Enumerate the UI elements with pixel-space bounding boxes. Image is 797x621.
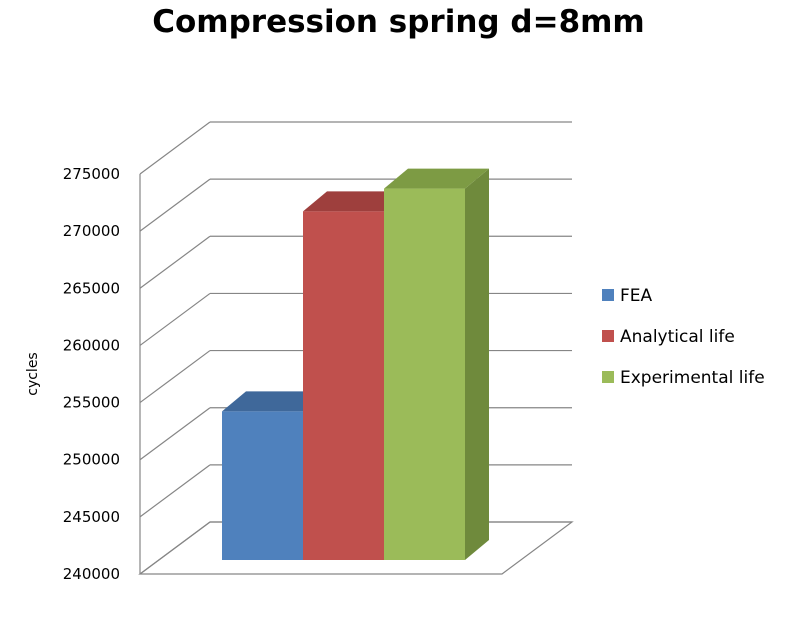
gridline-side-265000 bbox=[139, 235, 211, 289]
chart-title: Compression spring d=8mm bbox=[152, 4, 645, 40]
y-tick-label-265000: 265000 bbox=[63, 279, 120, 297]
legend-label-analytical-life: Analytical life bbox=[620, 327, 735, 347]
gridline-side-260000 bbox=[139, 292, 211, 346]
bar-experimental-life bbox=[384, 188, 465, 561]
gridline-side-250000 bbox=[139, 407, 211, 461]
chart-floor bbox=[138, 521, 574, 575]
y-tick-label-275000: 275000 bbox=[63, 165, 120, 183]
y-axis-label: cycles bbox=[25, 352, 41, 395]
y-tick-label-270000: 270000 bbox=[63, 222, 120, 240]
bar-top-fea bbox=[222, 391, 327, 412]
gridline-side-270000 bbox=[139, 178, 211, 232]
gridline-side-275000 bbox=[139, 121, 211, 175]
y-tick-label-260000: 260000 bbox=[63, 336, 120, 354]
gridline-side-245000 bbox=[139, 464, 211, 518]
y-tick-label-240000: 240000 bbox=[63, 565, 120, 583]
bar-fea bbox=[222, 411, 303, 560]
bar-side-experimental-life bbox=[465, 168, 489, 561]
legend-label-fea: FEA bbox=[620, 286, 653, 306]
gridline-side-255000 bbox=[139, 350, 211, 404]
legend-label-experimental-life: Experimental life bbox=[620, 368, 765, 388]
legend-swatch-analytical-life bbox=[602, 330, 614, 342]
y-tick-label-250000: 250000 bbox=[63, 451, 120, 469]
y-tick-label-255000: 255000 bbox=[63, 394, 120, 412]
bar-top-analytical-life bbox=[303, 191, 408, 212]
legend-swatch-fea bbox=[602, 289, 614, 301]
bar-analytical-life bbox=[303, 211, 384, 560]
bar-top-experimental-life bbox=[384, 168, 489, 189]
y-tick-label-245000: 245000 bbox=[63, 508, 120, 526]
legend-swatch-experimental-life bbox=[602, 371, 614, 383]
